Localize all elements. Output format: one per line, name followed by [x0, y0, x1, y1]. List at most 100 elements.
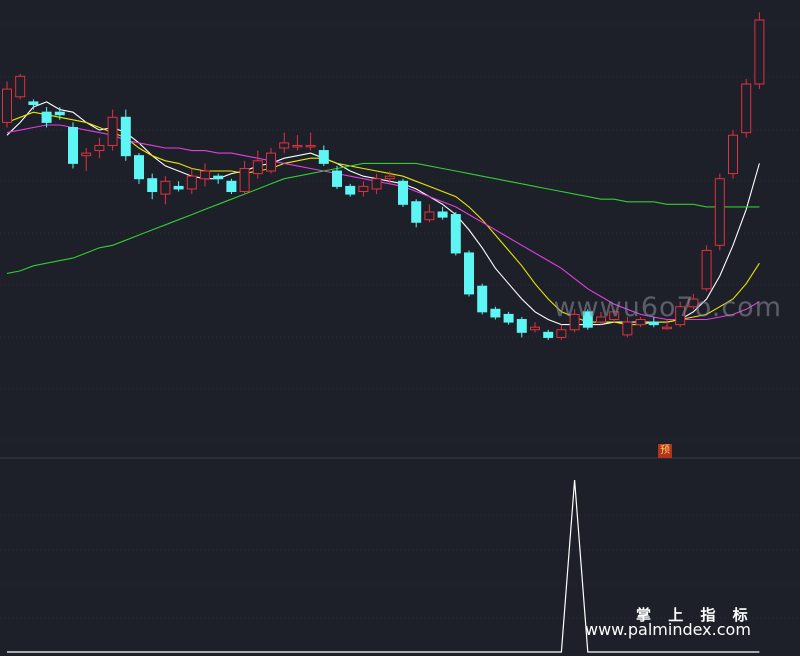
candle[interactable] [266, 148, 276, 174]
candle[interactable] [714, 173, 725, 251]
candle[interactable] [754, 12, 765, 90]
candle[interactable] [424, 204, 435, 223]
candle-body [464, 252, 474, 295]
indicator-pane [7, 479, 760, 653]
candle[interactable] [279, 132, 290, 154]
candle[interactable] [239, 160, 250, 195]
candle-body [358, 185, 369, 193]
candle-body [582, 311, 593, 328]
candle-body [345, 185, 356, 195]
candle[interactable] [411, 199, 422, 228]
candle[interactable] [609, 309, 620, 323]
candle[interactable] [437, 206, 448, 220]
candle[interactable] [68, 122, 78, 169]
candle[interactable] [94, 137, 105, 159]
candle-body [107, 116, 118, 146]
candle[interactable] [200, 163, 210, 187]
candle[interactable] [2, 81, 12, 128]
candle[interactable] [332, 165, 342, 189]
candle[interactable] [28, 99, 39, 110]
candle[interactable] [305, 132, 316, 151]
candle[interactable] [503, 311, 514, 325]
candle-body [200, 170, 210, 180]
candle[interactable] [292, 135, 303, 151]
candle-body [252, 160, 263, 175]
candle[interactable] [15, 73, 26, 100]
candle-body [384, 175, 395, 180]
candle-body [516, 319, 527, 333]
candle[interactable] [688, 293, 699, 310]
candle-body [622, 321, 633, 336]
candle-body [120, 116, 131, 157]
candle-body [530, 326, 540, 331]
candle-body [134, 155, 144, 180]
candle-body [41, 111, 52, 123]
ma-line-3 [6, 124, 760, 321]
candlestick-series[interactable] [2, 12, 765, 340]
candle-body [371, 178, 382, 190]
candle-body [424, 211, 435, 221]
candle[interactable] [635, 316, 646, 328]
candle[interactable] [569, 309, 580, 333]
candle[interactable] [252, 150, 263, 179]
candle-body [213, 175, 224, 180]
candle[interactable] [398, 178, 408, 207]
candle[interactable] [556, 324, 567, 340]
candle-body [411, 201, 422, 223]
candle-body [186, 175, 197, 190]
candle[interactable] [728, 130, 738, 179]
candle[interactable] [160, 176, 171, 205]
candle[interactable] [701, 245, 712, 292]
candle-body [662, 326, 672, 330]
candle[interactable] [384, 171, 395, 184]
candle-body [147, 178, 158, 193]
url-watermark: www.palmindex.com [585, 620, 751, 639]
ma-line-4 [6, 162, 760, 274]
ma-line-2 [6, 111, 760, 326]
candle[interactable] [345, 183, 356, 197]
candle[interactable] [107, 109, 118, 151]
candle[interactable] [490, 306, 501, 320]
candle[interactable] [213, 173, 224, 184]
candle[interactable] [120, 109, 131, 161]
candle[interactable] [675, 301, 686, 328]
candle-body [2, 88, 12, 123]
candle[interactable] [582, 309, 593, 330]
candle[interactable] [186, 168, 197, 195]
candle[interactable] [741, 78, 752, 138]
candle[interactable] [41, 107, 52, 128]
candle[interactable] [530, 322, 540, 333]
candle[interactable] [358, 181, 369, 197]
candle-body [728, 134, 738, 175]
candle[interactable] [54, 107, 65, 120]
candle-body [741, 83, 752, 134]
candle[interactable] [147, 173, 158, 200]
candle[interactable] [464, 250, 474, 297]
candle-body [94, 144, 105, 152]
candle[interactable] [81, 148, 92, 172]
candle[interactable] [596, 311, 606, 325]
candle[interactable] [543, 329, 554, 340]
candle[interactable] [648, 316, 659, 328]
candle[interactable] [318, 145, 329, 166]
candle[interactable] [662, 319, 672, 330]
candle[interactable] [622, 316, 633, 338]
candle[interactable] [477, 283, 488, 315]
title-watermark: 掌 上 指 标 [636, 606, 754, 624]
candle[interactable] [371, 173, 382, 195]
candle-body [714, 178, 725, 246]
candle[interactable] [450, 212, 461, 256]
candle-body [28, 101, 39, 105]
candle[interactable] [134, 153, 144, 184]
candle-body [318, 150, 329, 164]
candle[interactable] [173, 181, 184, 192]
forecast-badge: 预 [658, 444, 672, 458]
candle-body [701, 249, 712, 290]
candle-body [239, 167, 250, 193]
candle[interactable] [516, 316, 527, 338]
candle[interactable] [226, 178, 237, 195]
candle-body [450, 214, 461, 254]
candle-body [68, 127, 78, 164]
